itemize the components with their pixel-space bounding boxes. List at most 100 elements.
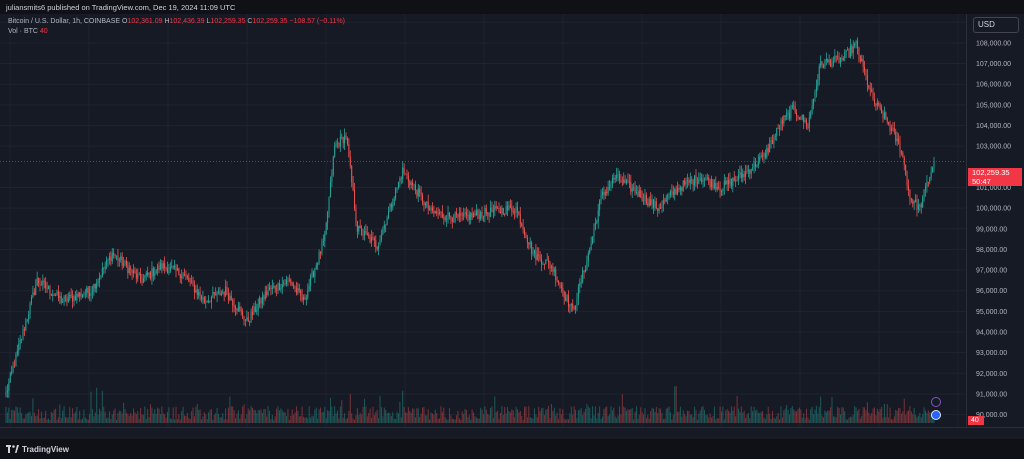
candle-body [304,297,306,300]
candle-body [570,303,572,306]
volume-bar [681,416,683,423]
volume-bar [31,415,33,423]
candle-body [652,199,654,208]
volume-bar [185,415,187,423]
candle-body [764,152,766,158]
volume-bar [533,408,535,423]
volume-bar [311,415,313,423]
candle-body [253,306,255,315]
legend-change: −108.57 (−0.11%) [289,18,346,25]
volume-bar [288,419,290,423]
candle-body [779,128,781,130]
candle-body [159,263,161,270]
candle-body [681,187,683,191]
candle-body [331,174,333,182]
candle-body [545,260,547,265]
candle-body [63,296,65,302]
candle-body [103,267,105,269]
price-label: 101,000.00 [976,185,1011,192]
volume-bar [16,407,18,423]
candle-body [773,136,775,145]
volume-bar [233,410,235,423]
volume-bar [295,406,297,423]
volume-bar [32,398,34,423]
candle-body [549,262,551,268]
candle-body [158,265,160,270]
volume-bar [303,416,305,423]
volume-bar [142,414,144,423]
volume-bar [363,398,365,423]
volume-bar [230,406,232,423]
volume-bar [339,406,341,423]
legend-volume-label[interactable]: Vol · BTC [8,28,38,35]
volume-bar [178,414,180,423]
currency-button[interactable]: USD [973,17,1019,33]
candle-body [405,173,407,175]
volume-bar [715,419,717,423]
candle-body [261,296,263,304]
volume-bar [283,412,285,423]
candle-body [371,237,373,243]
volume-bar [174,419,176,423]
chart-area[interactable] [0,14,966,427]
volume-bar [59,404,61,423]
volume-bar [94,412,96,423]
volume-bar [616,418,618,423]
volume-tag: 40 [968,416,984,425]
volume-bar [514,417,516,423]
volume-bar [375,412,377,423]
volume-bar [754,410,756,423]
candle-body [718,186,720,188]
candle-body [97,280,99,284]
volume-bar [694,406,696,423]
candle-body [419,188,421,193]
volume-bar [651,407,653,423]
volume-bar [298,416,300,423]
news-event-icon[interactable] [931,410,941,420]
candle-body [912,200,914,204]
volume-bar [84,417,86,423]
volume-bar [600,418,602,423]
volume-bar [584,408,586,423]
volume-bar [42,418,44,423]
candle-body [702,179,704,182]
candle-body [913,201,915,204]
volume-bar [386,413,388,423]
volume-bar [583,411,585,423]
candle-body [295,287,297,293]
brand-name[interactable]: TradingView [22,445,69,454]
volume-bar [33,412,35,423]
volume-bar [368,412,370,423]
candle-body [641,197,643,201]
candle-body [893,128,895,132]
volume-bar [131,415,133,423]
candle-body [807,126,809,128]
candle-body [73,295,75,302]
candle-body [682,180,684,191]
time-axis[interactable] [0,427,1024,440]
candle-body [89,292,91,297]
candle-body [406,173,408,176]
volume-bar [50,411,52,423]
volume-bar [797,409,799,423]
candle-body [270,287,272,290]
volume-bar [845,419,847,423]
volume-bar [933,418,935,423]
volume-bar [69,406,71,423]
price-label: 103,000.00 [976,144,1011,151]
candle-body [587,253,589,262]
price-scale[interactable] [966,14,1024,427]
volume-bar [152,413,154,423]
candle-body [382,228,384,235]
add-alert-icon[interactable] [931,397,941,407]
candle-body [742,174,744,178]
volume-bar [420,413,422,423]
legend-symbol[interactable]: Bitcoin / U.S. Dollar, 1h, COINBASE [8,18,121,25]
candle-body [414,184,416,191]
volume-bar [310,417,312,423]
candle-body [584,269,586,273]
candle-body [458,213,460,218]
volume-bar [209,409,211,423]
volume-bar [359,412,361,423]
volume-bar [555,415,557,423]
